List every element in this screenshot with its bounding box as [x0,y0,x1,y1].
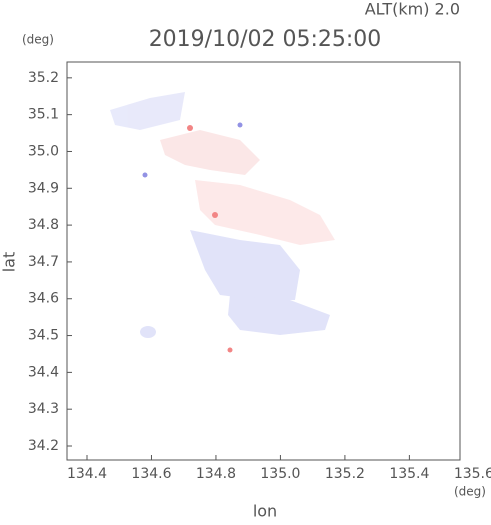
y-tick-label: 34.9 [28,180,59,196]
echo-area [190,230,300,300]
x-tick-label: 135.2 [325,466,365,482]
echo-area [110,92,185,130]
y-unit: (deg) [22,33,54,47]
echo-cell [187,125,193,131]
x-tick-label: 135.0 [260,466,300,482]
plot-frame [66,61,461,461]
x-unit: (deg) [454,485,486,499]
echo-cell [237,122,243,128]
echo-cell [142,172,148,178]
y-tick-label: 34.6 [28,291,59,307]
altitude-label: ALT(km) 2.0 [365,0,460,19]
y-tick-label: 34.8 [28,217,59,233]
y-tick-label: 35.2 [28,70,59,86]
y-tick-label: 34.3 [28,401,59,417]
chart-title: 2019/10/02 05:25:00 [149,27,382,52]
y-axis-label: lat [0,252,19,273]
y-tick-label: 34.5 [28,328,59,344]
x-tick-label: 134.4 [67,466,107,482]
x-tick-label: 134.8 [196,466,236,482]
y-tick-label: 34.2 [28,438,59,454]
echo-cell [227,347,233,353]
x-tick-label: 135.4 [389,466,429,482]
x-tick-label: 135.6 [454,466,491,482]
x-tick-label: 134.6 [131,466,171,482]
y-tick-label: 35.0 [28,143,59,159]
echo-area [228,295,330,335]
echo-field [110,92,335,353]
echo-area [195,180,335,245]
echo-area [160,130,260,175]
echo-cell [212,212,218,218]
y-tick-label: 35.1 [28,107,59,123]
y-tick-label: 34.7 [28,254,59,270]
x-axis-label: lon [253,502,277,521]
echo-area [140,326,156,338]
y-tick-label: 34.4 [28,364,59,380]
